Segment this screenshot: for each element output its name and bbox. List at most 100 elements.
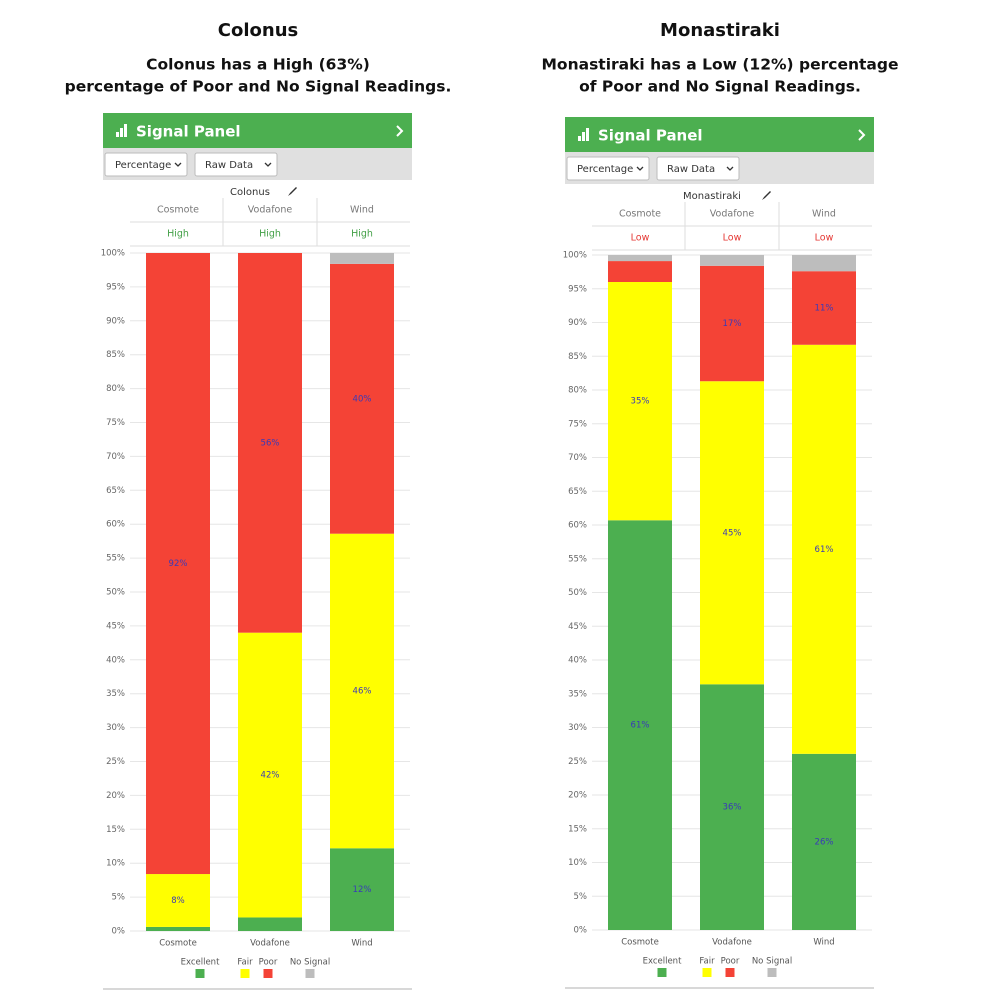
y-tick-label: 30%	[106, 723, 125, 733]
legend-label: Fair	[237, 958, 253, 968]
y-tick-label: 35%	[568, 689, 587, 699]
bar-segment	[700, 684, 764, 930]
value-label: 36%	[723, 803, 742, 813]
x-tick-label: Wind	[351, 939, 372, 949]
bar-segment	[792, 344, 856, 754]
subtitle: Monastiraki has a Low (12%) percentage	[542, 56, 899, 74]
value-label: 11%	[815, 303, 834, 313]
value-label: 17%	[723, 319, 742, 329]
bar-segment	[146, 926, 210, 931]
y-tick-label: 100%	[563, 251, 587, 261]
chevron-button[interactable]	[858, 129, 866, 141]
bar-segment	[330, 533, 394, 849]
x-tick-label: Cosmote	[159, 939, 197, 949]
y-tick-label: 5%	[574, 892, 588, 902]
legend-label: Poor	[259, 958, 278, 968]
bar-segment	[330, 253, 394, 264]
value-label: 46%	[353, 686, 372, 696]
legend-swatch	[725, 968, 735, 977]
legend-label: Fair	[699, 957, 715, 967]
page-title: Colonus	[218, 20, 298, 41]
y-tick-label: 100%	[101, 249, 125, 259]
network-status: Low	[723, 233, 742, 244]
value-label: 40%	[353, 394, 372, 404]
panel-header	[565, 117, 874, 152]
legend-label: Excellent	[181, 958, 220, 968]
y-tick-label: 85%	[568, 352, 587, 362]
legend-swatch	[767, 968, 777, 977]
bar-segment	[700, 265, 764, 382]
subtitle: Colonus has a High (63%)	[146, 56, 370, 74]
y-tick-label: 90%	[568, 318, 587, 328]
y-tick-label: 45%	[106, 621, 125, 631]
y-tick-label: 55%	[106, 554, 125, 564]
network-header: Wind	[812, 209, 836, 220]
bar-segment	[792, 255, 856, 272]
dropdown[interactable]	[104, 152, 188, 177]
dropdown-caret	[264, 162, 272, 167]
y-tick-label: 30%	[568, 723, 587, 733]
legend-swatch	[240, 969, 250, 978]
y-tick-label: 80%	[106, 384, 125, 394]
y-tick-label: 25%	[568, 757, 587, 767]
edit-icon[interactable]	[288, 187, 297, 196]
network-status: High	[167, 229, 189, 240]
y-tick-label: 35%	[106, 689, 125, 699]
y-tick-label: 90%	[106, 316, 125, 326]
y-tick-label: 20%	[106, 791, 125, 801]
y-tick-label: 55%	[568, 554, 587, 564]
dropdown-label: Percentage	[577, 164, 633, 175]
network-header: Cosmote	[157, 205, 199, 216]
bar-segment	[146, 253, 210, 875]
y-tick-label: 15%	[568, 824, 587, 834]
dropdown[interactable]	[194, 152, 278, 177]
dropdown[interactable]	[656, 156, 740, 181]
chevron-button[interactable]	[396, 125, 404, 137]
x-tick-label: Vodafone	[250, 939, 290, 949]
y-tick-label: 0%	[112, 927, 126, 937]
legend-swatch	[263, 969, 273, 978]
x-tick-label: Cosmote	[621, 938, 659, 948]
bar-segment	[330, 263, 394, 534]
y-tick-label: 25%	[106, 757, 125, 767]
legend-label: No Signal	[290, 958, 330, 968]
location-label: Colonus	[230, 187, 270, 198]
bar-segment	[238, 253, 302, 633]
bar-segment	[700, 381, 764, 685]
y-tick-label: 40%	[568, 656, 587, 666]
network-status: High	[351, 229, 373, 240]
value-label: 42%	[261, 771, 280, 781]
dropdown[interactable]	[566, 156, 650, 181]
bar-segment	[700, 255, 764, 266]
bar-segment	[238, 917, 302, 931]
bar-segment	[330, 848, 394, 931]
network-status: High	[259, 229, 281, 240]
x-tick-label: Vodafone	[712, 938, 752, 948]
y-tick-label: 75%	[568, 419, 587, 429]
y-tick-label: 50%	[106, 588, 125, 598]
y-tick-label: 80%	[568, 386, 587, 396]
y-tick-label: 10%	[106, 859, 125, 869]
network-status: Low	[631, 233, 650, 244]
y-tick-label: 70%	[568, 453, 587, 463]
value-label: 12%	[353, 885, 372, 895]
dropdown-caret	[726, 166, 734, 171]
signal-icon	[578, 136, 581, 141]
bar-segment	[792, 271, 856, 345]
y-tick-label: 70%	[106, 452, 125, 462]
y-tick-label: 60%	[106, 520, 125, 530]
value-label: 8%	[171, 896, 185, 906]
subtitle: of Poor and No Signal Readings.	[579, 78, 861, 96]
y-tick-label: 5%	[112, 893, 126, 903]
y-tick-label: 75%	[106, 418, 125, 428]
value-label: 61%	[815, 545, 834, 555]
network-status: Low	[815, 233, 834, 244]
legend-label: Excellent	[643, 957, 682, 967]
y-tick-label: 85%	[106, 350, 125, 360]
dropdown-label: Raw Data	[667, 164, 715, 175]
edit-icon[interactable]	[762, 191, 771, 200]
y-tick-label: 40%	[106, 655, 125, 665]
signal-icon	[116, 132, 119, 137]
dropdown-label: Raw Data	[205, 160, 253, 171]
